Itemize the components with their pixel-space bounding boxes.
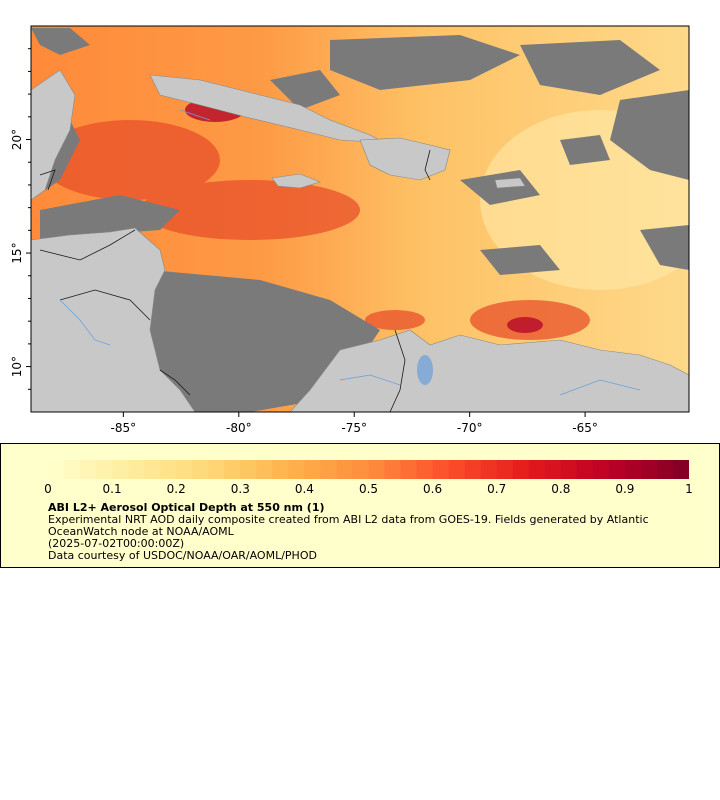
colorbar-segment (656, 460, 674, 479)
legend-credit: Data courtesy of USDOC/NOAA/OAR/AOML/PHO… (48, 549, 317, 562)
colorbar-segment (48, 460, 65, 479)
colorbar-segment (256, 460, 273, 479)
y-tick-label: 20° (10, 129, 24, 150)
colorbar-segment (400, 460, 418, 479)
colorbar-segment (640, 460, 658, 479)
colorbar-segment (320, 460, 337, 479)
x-tick-label: -70° (457, 421, 483, 435)
colorbar-segment (352, 460, 369, 479)
colorbar-segment (672, 460, 689, 479)
hispaniola-land (359, 137, 451, 181)
rivers (59, 109, 641, 396)
x-axis: -85° -80° -75° -70° -65° (111, 412, 598, 435)
colorbar-segment (576, 460, 594, 479)
x-tick-label: -85° (111, 421, 137, 435)
colorbar-tick-label: 0.5 (358, 482, 379, 496)
colorbar-segment (480, 460, 498, 479)
colorbar-tick-label: 0.9 (615, 482, 635, 496)
colorbar-segment (432, 460, 450, 479)
colorbar-segment (544, 460, 562, 479)
colorbar-tick-label: 0.8 (551, 482, 571, 496)
colorbar-segment (560, 460, 578, 479)
legend-timestamp: (2025-07-02T00:00:00Z) (48, 537, 185, 550)
colorbar-segment (192, 460, 209, 479)
colorbar-segment (528, 460, 546, 479)
colorbar-segment (512, 460, 530, 479)
plot-frame (30, 25, 690, 413)
y-tick-label: 15° (10, 242, 24, 263)
x-tick-label: -80° (226, 421, 252, 435)
colorbar-segment (592, 460, 610, 479)
colorbar-segment (128, 460, 145, 479)
legend-description: Experimental NRT AOD daily composite cre… (48, 513, 649, 526)
colorbar-segment (64, 460, 81, 479)
map-figure: -85° -80° -75° -70° -65° 10° 15° 20° (10, 25, 690, 435)
legend-description-cont: OceanWatch node at NOAA/AOML (48, 525, 234, 538)
colorbar-segment (496, 460, 514, 479)
country-borders (39, 149, 431, 412)
colorbar-segment (624, 460, 642, 479)
puerto-rico-land (494, 177, 526, 189)
colorbar-segment (176, 460, 193, 479)
colorbar-segment (96, 460, 113, 479)
colorbar-tick-labels: 0 0.1 0.2 0.3 0.4 0.5 0.6 0.7 0.8 0.9 1 (1, 478, 719, 498)
legend-title: ABI L2+ Aerosol Optical Depth at 550 nm … (48, 501, 325, 514)
aod-hotspots (40, 120, 590, 340)
colorbar-segment (144, 460, 161, 479)
land (31, 69, 689, 412)
colorbar-segment (240, 460, 257, 479)
x-tick-label: -75° (341, 421, 367, 435)
colorbar-segment (272, 460, 289, 479)
colorbar-segment (384, 460, 402, 479)
colorbar-segment (160, 460, 177, 479)
colorbar-segment (464, 460, 482, 479)
colorbar-tick-label: 0.7 (487, 482, 507, 496)
colorbar-segment (112, 460, 129, 479)
colorbar (48, 460, 689, 479)
jamaica-land (271, 173, 321, 189)
colorbar-segment (608, 460, 626, 479)
colorbar-segment (416, 460, 434, 479)
colorbar-segment (368, 460, 386, 479)
colorbar-tick-label: 0.2 (166, 482, 186, 496)
colorbar-segment (80, 460, 97, 479)
colorbar-tick-label: 0.4 (294, 482, 314, 496)
colorbar-tick-label: 1 (685, 482, 693, 496)
legend-panel: 0 0.1 0.2 0.3 0.4 0.5 0.6 0.7 0.8 0.9 1 … (0, 443, 720, 568)
y-tick-label: 10° (10, 356, 24, 377)
colorbar-tick-label: 0.3 (230, 482, 250, 496)
central-america-land (31, 227, 196, 412)
x-tick-label: -65° (572, 421, 598, 435)
yucatan-land (31, 69, 76, 201)
colorbar-segment (448, 460, 466, 479)
colorbar-tick-label: 0.6 (423, 482, 443, 496)
colorbar-segment (336, 460, 353, 479)
colorbar-tick-label: 0 (44, 482, 52, 496)
colorbar-tick-label: 0.1 (102, 482, 122, 496)
y-axis: 10° 15° 20° (10, 48, 31, 390)
colorbar-segment (304, 460, 321, 479)
south-america-land (289, 329, 689, 412)
colorbar-segment (208, 460, 225, 479)
colorbar-segment (288, 460, 305, 479)
colorbar-segment (224, 460, 241, 479)
lake-maracaibo (417, 355, 433, 385)
